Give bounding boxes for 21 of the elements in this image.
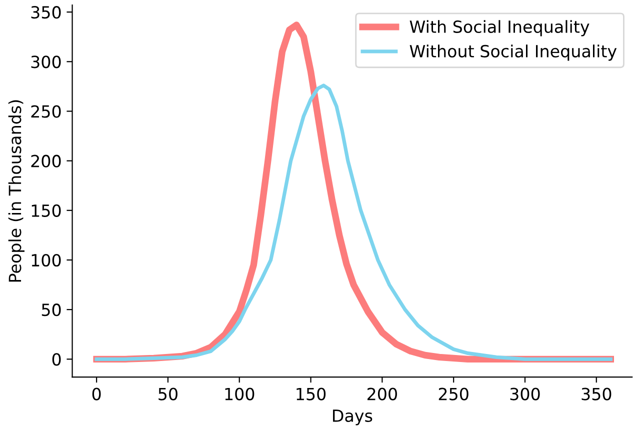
legend-label: Without Social Inequality [410, 44, 617, 61]
y-tick-label: 300 [31, 56, 61, 68]
x-tick-label: 350 [582, 388, 612, 400]
y-tick-label: 250 [31, 105, 61, 118]
y-tick-label: 150 [32, 204, 61, 217]
x-tick-label: 0 [92, 388, 101, 400]
y-tick-label: 0 [52, 353, 61, 366]
x-tick-label: 150 [296, 388, 326, 400]
y-tick-label: 350 [31, 6, 61, 19]
line-series [94, 84, 612, 361]
x-tick-label: 100 [225, 388, 254, 400]
x-tick-label: 50 [158, 388, 178, 400]
y-tick-label: 200 [31, 154, 61, 168]
y-tick-label: 50 [42, 304, 61, 316]
x-tick-label: 200 [367, 388, 397, 400]
x-axis-title: Days [333, 410, 372, 426]
y-tick-label: 100 [32, 254, 61, 267]
x-tick-label: 250 [438, 388, 468, 400]
legend-label: With Social Inequality [410, 20, 590, 36]
y-axis-title: People (in Thousands) [8, 100, 24, 282]
x-tick-label: 300 [510, 388, 540, 400]
